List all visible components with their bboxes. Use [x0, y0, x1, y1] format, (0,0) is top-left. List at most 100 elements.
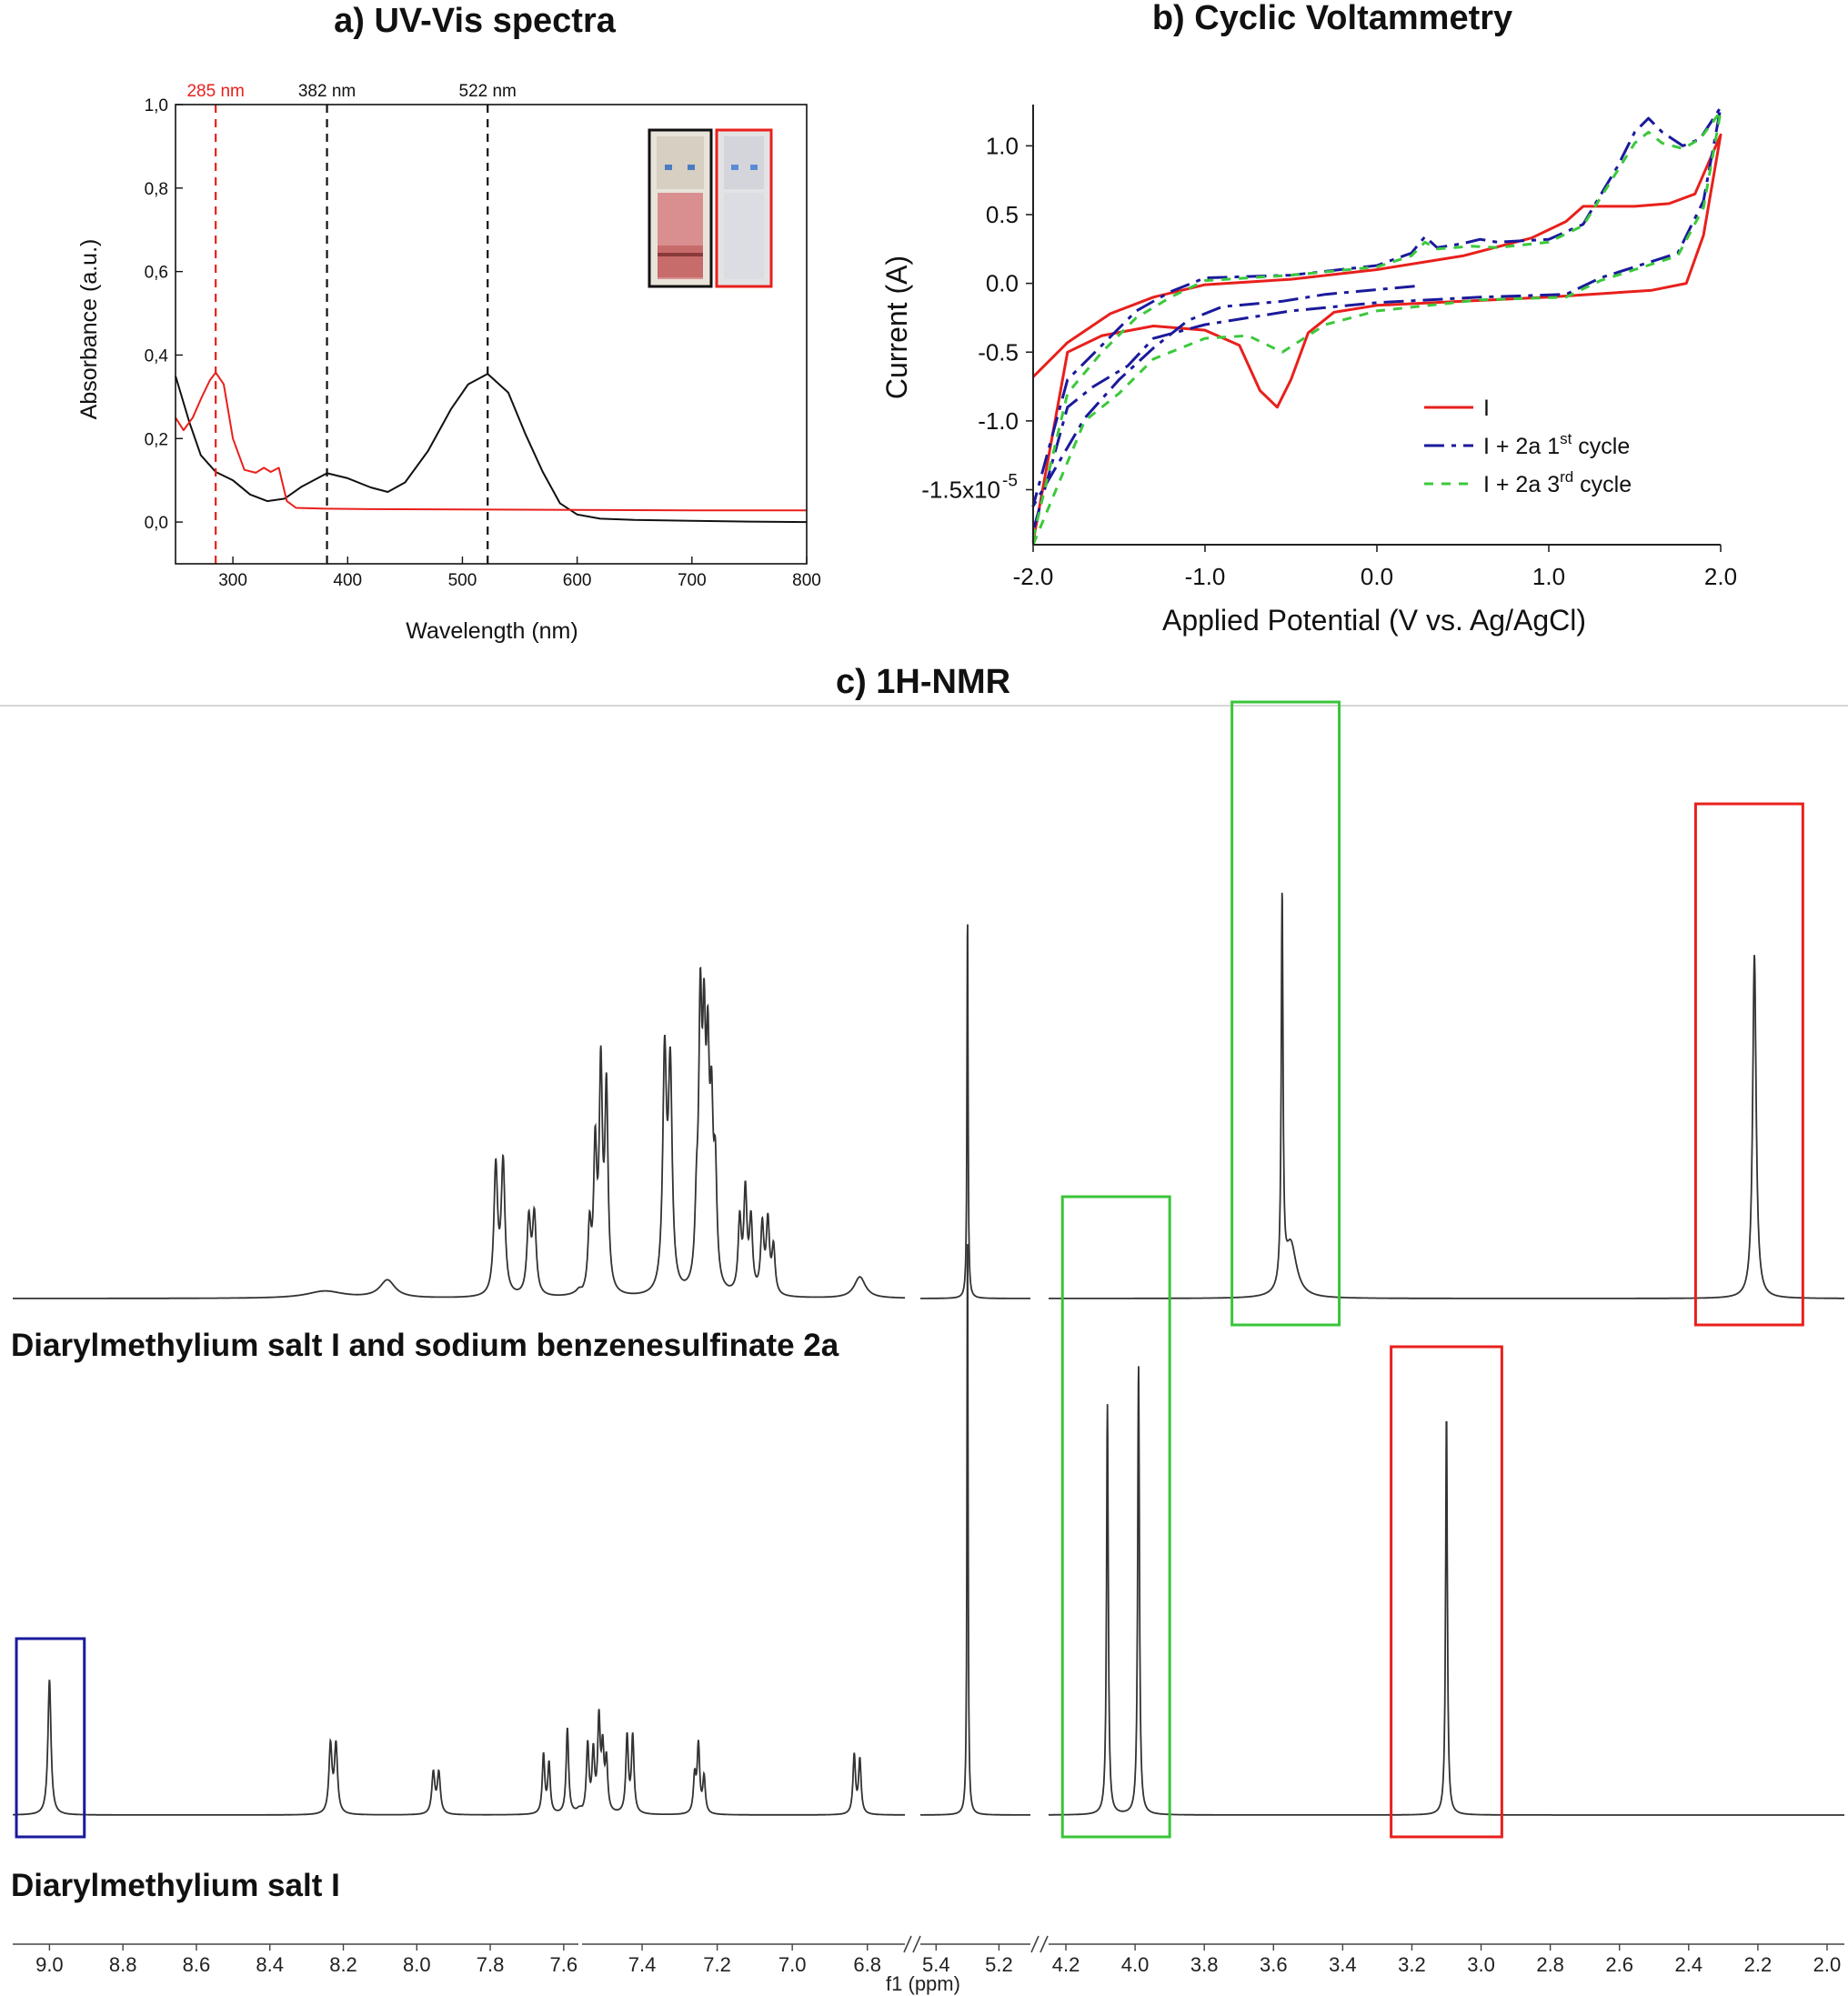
nmr-spectrum-0-segment [13, 1153, 579, 1299]
nmr-x-tick-label: 7.0 [778, 1953, 807, 1976]
nmr-x-tick-label: 8.4 [256, 1953, 284, 1976]
nmr-trace-top-label: Diarylmethylium salt I and sodium benzen… [11, 1328, 839, 1363]
nmr-highlight-box [1390, 1345, 1503, 1839]
uvvis-x-tick-label: 300 [218, 571, 247, 590]
nmr-spectrum-0-segment [1049, 892, 1844, 1299]
uvvis-y-axis-label: Absorbance (a.u.) [76, 239, 102, 420]
uvvis-peak-marker-label: 522 nm [459, 82, 517, 101]
nmr-x-tick-label: 7.8 [477, 1953, 505, 1976]
uvvis-peak-marker-label: 285 nm [186, 82, 244, 101]
nmr-highlight-box [1693, 802, 1804, 1327]
cv-x-tick-label: 1.0 [1532, 563, 1565, 590]
panel-c-title: c) 1H-NMR [836, 663, 1010, 701]
uvvis-x-tick-label: 500 [448, 571, 477, 590]
nmr-trace-bottom-label: Diarylmethylium salt I [11, 1868, 340, 1903]
cv-legend-label: I [1483, 396, 1490, 421]
nmr-x-tick-label: 3.8 [1190, 1953, 1219, 1976]
uvvis-y-tick-label: 0,8 [145, 180, 168, 199]
nmr-x-tick-label: 2.4 [1675, 1953, 1703, 1976]
uvvis-y-tick-label: 0,0 [145, 514, 168, 533]
nmr-x-tick-label: 7.6 [550, 1953, 578, 1976]
cv-y-axis-label: Current (A) [880, 256, 913, 399]
nmr-x-tick-label: 4.0 [1121, 1953, 1150, 1976]
uvvis-series [175, 371, 808, 524]
uvvis-plot-frame [175, 104, 808, 565]
nmr-x-tick-label: 2.8 [1536, 1953, 1564, 1976]
uvvis-ticks: 300 400 500 600 700 800 0,0 0,2 0,4 0,6 0,8 1,0 [145, 96, 821, 590]
nmr-x-tick-label: 7.2 [703, 1953, 731, 1976]
nmr-spectrum-0-segment [920, 924, 1030, 1299]
cv-x-tick-label: -2.0 [1013, 563, 1054, 590]
cv-y-tick-label: 0.0 [986, 270, 1019, 297]
nmr-spectra [13, 892, 1844, 1816]
uvvis-chart: Wavelength (nm) Absorbance (a.u.) 300 400… [76, 82, 821, 644]
uvvis-y-tick-label: 1,0 [145, 96, 168, 115]
uvvis-y-tick-label: 0,2 [145, 430, 168, 449]
uvvis-x-tick-label: 600 [563, 571, 592, 590]
nmr-axis-break-mark [903, 1935, 912, 1953]
nmr-spectrum-1-segment [1049, 1366, 1844, 1816]
cv-legend: I I + 2a 1st cycle I + 2a 3rd cycle [1424, 396, 1632, 497]
cv-x-tick-label: -1.0 [1185, 563, 1226, 590]
nmr-x-axis-label: f1 (ppm) [886, 1972, 960, 1995]
uvvis-series-line-1 [175, 371, 807, 512]
nmr-x-tick-label: 3.0 [1467, 1953, 1495, 1976]
cv-legend-label: I + 2a 3rd cycle [1483, 468, 1632, 497]
uvvis-x-tick-label: 700 [678, 571, 707, 590]
cv-legend-label: I + 2a 1st cycle [1483, 430, 1630, 459]
uvvis-peak-marker-label: 382 nm [298, 82, 356, 101]
nmr-x-tick-label: 7.4 [628, 1953, 657, 1976]
nmr-spectrum-0-segment [578, 966, 905, 1299]
nmr-x-axis: 9.0 8.8 8.6 8.4 8.2 8.0 7.8 7.6 7.4 7.2 7.0 6.8 5.4 5… [13, 1935, 1844, 1976]
nmr-chart: Diarylmethylium salt I and sodium benzen… [0, 700, 1848, 1995]
nmr-x-tick-label: 2.0 [1813, 1953, 1842, 1976]
nmr-x-tick-label: 9.0 [35, 1953, 64, 1976]
uvvis-y-tick-label: 0,6 [145, 264, 168, 283]
nmr-highlight-box [1230, 700, 1341, 1327]
nmr-spectrum-1-segment [13, 1680, 579, 1816]
nmr-axis-break-mark [1030, 1935, 1040, 1953]
nmr-highlight-boxes [15, 700, 1804, 1839]
nmr-x-tick-label: 2.6 [1605, 1953, 1633, 1976]
nmr-x-tick-label: 4.2 [1052, 1953, 1080, 1976]
nmr-spectrum-1-segment [578, 1709, 905, 1816]
nmr-x-tick-label: 5.2 [985, 1953, 1013, 1976]
uvvis-x-axis-label: Wavelength (nm) [406, 618, 578, 644]
nmr-x-tick-label: 6.8 [853, 1953, 881, 1976]
nmr-x-tick-label: 3.4 [1329, 1953, 1357, 1976]
uvvis-y-tick-label: 0,4 [145, 346, 169, 366]
cv-y-tick-label: -0.5 [978, 338, 1019, 366]
nmr-x-tick-label: 8.2 [329, 1953, 357, 1976]
nmr-x-tick-label: 3.2 [1398, 1953, 1426, 1976]
cv-series [1031, 105, 1722, 546]
cv-y-tick-label-scaled: -1.5x10 [921, 476, 1000, 504]
nmr-highlight-box [15, 1637, 86, 1839]
nmr-x-tick-label: 3.6 [1260, 1953, 1288, 1976]
cv-x-tick-label: 0.0 [1361, 563, 1393, 590]
nmr-x-tick-label: 8.0 [403, 1953, 431, 1976]
cv-series-line-2 [1031, 110, 1722, 546]
nmr-axis-break-mark [912, 1935, 921, 1953]
nmr-x-tick-label: 2.2 [1744, 1953, 1773, 1976]
uvvis-annotations: 285 nm 382 nm 522 nm [186, 82, 517, 564]
cv-y-tick-label: 1.0 [986, 132, 1019, 159]
panel-a-title: a) UV-Vis spectra [334, 2, 617, 40]
uvvis-x-tick-label: 800 [792, 571, 821, 590]
cv-y-tick-exponent: -5 [1002, 472, 1018, 491]
nmr-x-tick-label: 8.8 [109, 1953, 137, 1976]
cv-y-tick-label: 0.5 [986, 201, 1019, 228]
nmr-highlight-box [1060, 1195, 1171, 1839]
nmr-x-tick-label: 5.4 [922, 1953, 950, 1976]
cv-x-axis-label: Applied Potential (V vs. Ag/AgCl) [1162, 604, 1586, 637]
cv-y-tick-label: -1.0 [978, 407, 1019, 435]
nmr-x-tick-label: 8.6 [183, 1953, 211, 1976]
uvvis-x-tick-label: 400 [333, 571, 362, 590]
uvvis-series-line-0 [175, 373, 808, 524]
panel-b-title: b) Cyclic Voltammetry [1152, 0, 1512, 37]
nmr-axis-break-mark [1040, 1935, 1049, 1953]
cv-chart: Applied Potential (V vs. Ag/AgCl) Curren… [880, 105, 1737, 637]
cv-series-line-0 [1031, 133, 1722, 543]
cv-ticks: -2.0 -1.0 0.0 1.0 2.0 1.0 0.5 0.0 -0.5 -1.0 -1.5x1… [921, 132, 1737, 590]
cv-series-line-1 [1031, 105, 1722, 532]
